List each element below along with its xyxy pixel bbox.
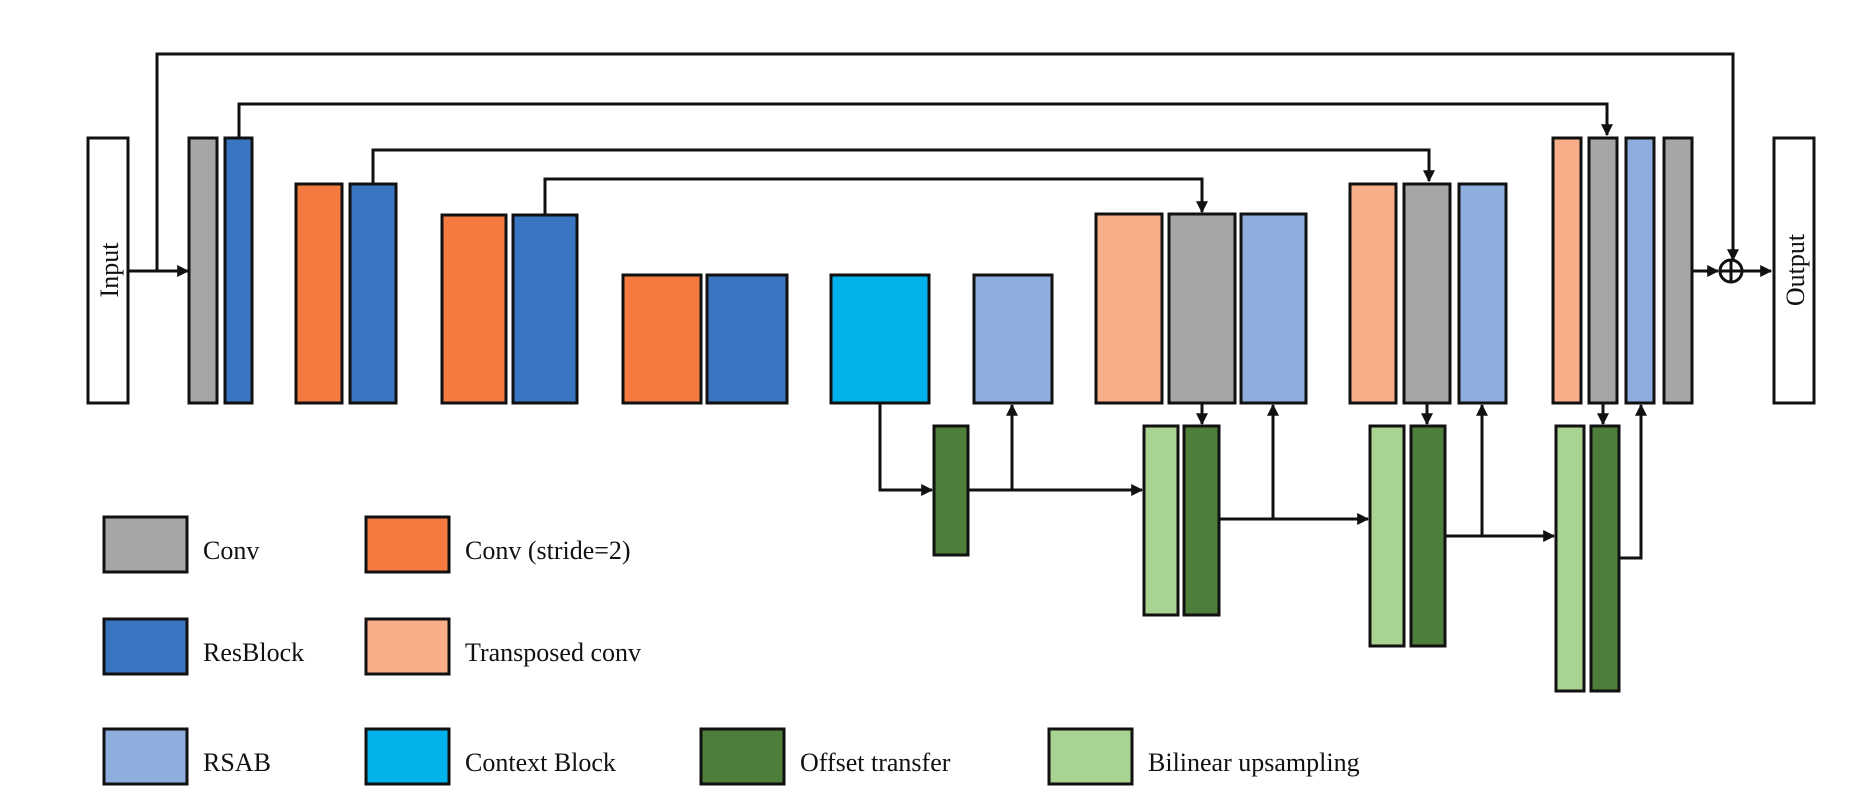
legend-swatch-context-block [364,727,451,786]
addition-node-cross [1720,260,1742,282]
skip-connection-1 [237,102,1613,138]
offset-transfer-block-2 [1182,424,1221,617]
resblock-enc-1 [223,136,254,405]
resblock-enc-2 [348,182,398,405]
conv-block-dec-1 [1167,212,1237,405]
rsab-block-dec-2 [1457,182,1508,405]
conv-block-dec-4 [1662,136,1694,405]
legend-swatch-offset-transfer [699,727,786,786]
legend-label-offset-transfer: Offset transfer [800,748,951,777]
legend-label-context-block: Context Block [465,748,616,777]
offset-4-to-rsab-dec-3-arrow [1619,403,1647,560]
input-label: Input [95,242,124,298]
transposed-conv-block-dec-3 [1551,136,1583,405]
legend-swatch-transposed-conv [364,617,451,676]
bilinear-upsampling-block-1 [1142,424,1180,617]
skip-connection-2 [371,148,1435,184]
conv-block-dec-3 [1587,136,1619,405]
legend-swatch-bilinear-upsampling [1047,727,1134,786]
bilinear-upsampling-block-2 [1368,424,1406,648]
context-block [829,273,931,405]
skip-connection-input-to-sum [155,52,1739,271]
context-to-offset-arrow [878,403,934,496]
conv-stride-block-enc-3 [440,213,508,405]
legend-swatch-rsab [102,727,189,786]
legend-label-conv-stride: Conv (stride=2) [465,536,631,565]
conv-block-dec-2 [1402,182,1452,405]
legend-label-conv: Conv [203,536,259,565]
rsab-block-bottleneck [972,273,1054,405]
output-label: Output [1781,233,1810,306]
offset-transfer-block-1 [932,424,970,557]
legend-label-resblock: ResBlock [203,638,304,667]
resblock-enc-3 [511,213,579,405]
legend-label-bilinear-upsampling: Bilinear upsampling [1148,748,1360,777]
offset-transfer-block-4 [1589,424,1621,693]
legend-swatch-conv [102,515,189,574]
legend-label-transposed-conv: Transposed conv [465,638,641,667]
conv-stride-block-enc-4 [621,273,703,405]
conv-stride-block-enc-2 [294,182,344,405]
conv-block-enc-1 [187,136,219,405]
legend-label-rsab: RSAB [203,748,271,777]
legend-swatch-resblock [102,617,189,676]
rsab-block-dec-1 [1239,212,1308,405]
skip-connection-3 [543,177,1208,215]
offset-transfer-block-3 [1409,424,1447,648]
resblock-enc-4 [705,273,789,405]
transposed-conv-block-dec-1 [1094,212,1164,405]
legend: Conv Conv (stride=2) ResBlock Transposed… [102,515,1360,786]
transposed-conv-block-dec-2 [1348,182,1398,405]
bilinear-upsampling-block-3 [1554,424,1586,693]
output-block [1772,136,1816,405]
rsab-block-dec-3 [1624,136,1656,405]
legend-swatch-conv-stride [364,515,451,574]
